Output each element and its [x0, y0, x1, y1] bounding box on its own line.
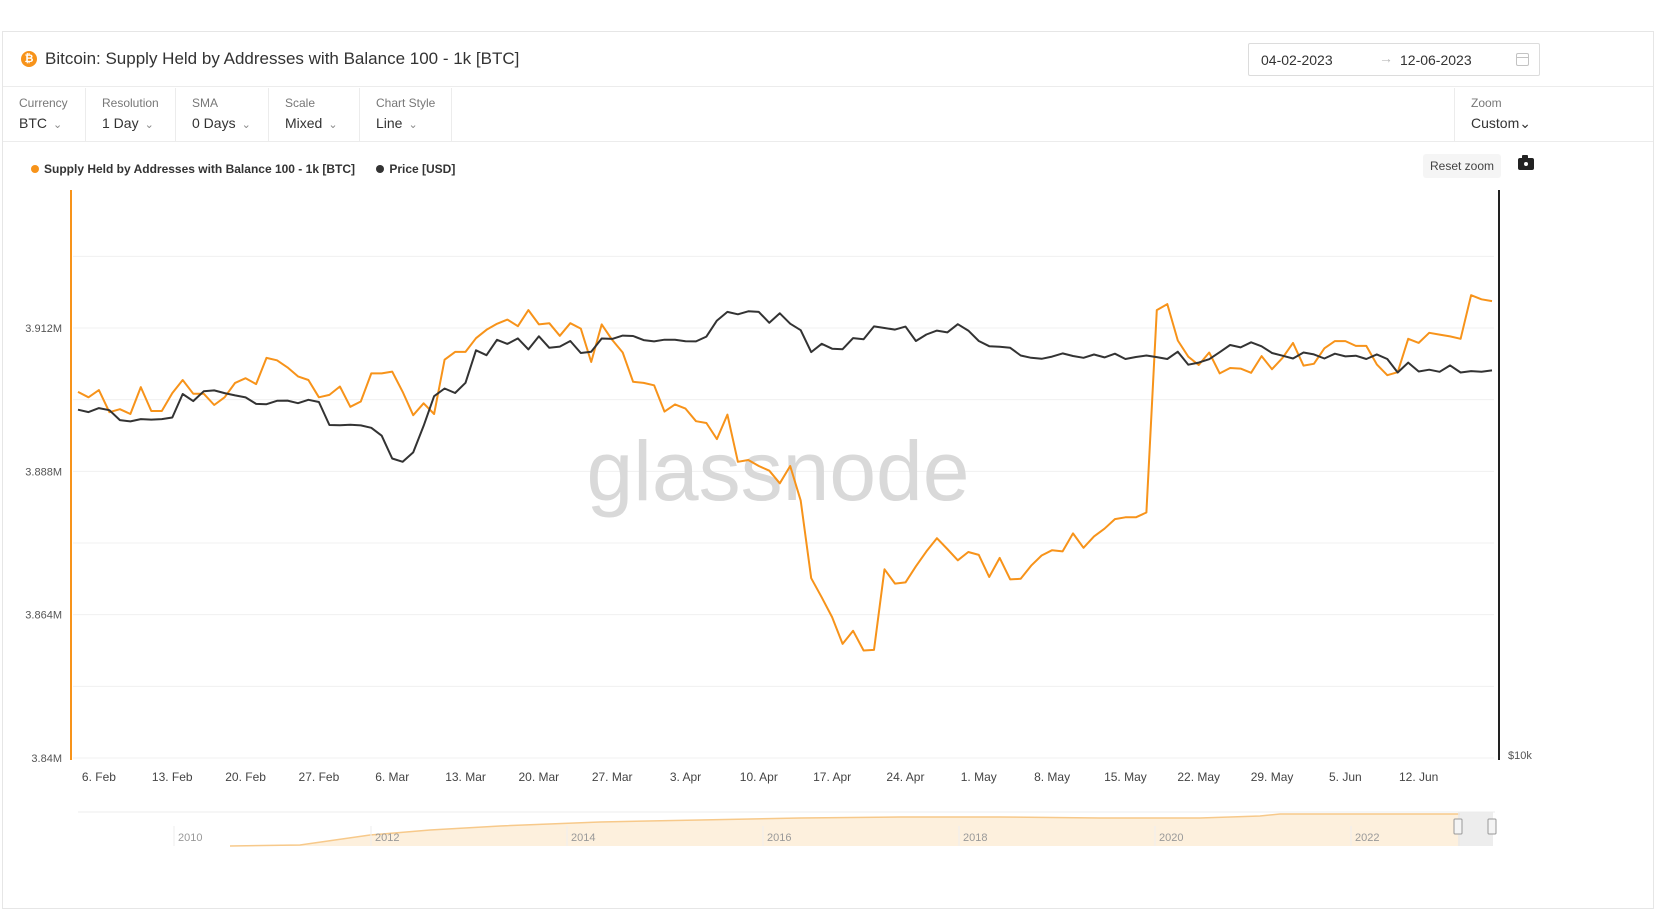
resolution-dropdown[interactable]: Resolution 1 Day ⌄	[86, 88, 176, 142]
legend-item-price[interactable]: Price [USD]	[376, 162, 455, 176]
chart-header: ₿ Bitcoin: Supply Held by Addresses with…	[3, 32, 1653, 87]
y-tick-label: 3.864M	[25, 610, 62, 622]
legend-dot-price	[376, 165, 385, 173]
x-tick-label: 29. May	[1251, 770, 1294, 784]
resolution-label: Resolution	[102, 96, 159, 110]
watermark: glassnode	[587, 424, 970, 518]
chevron-down-icon: ⌄	[241, 119, 251, 131]
date-range-picker[interactable]: 04-02-2023 → 12-06-2023	[1248, 43, 1540, 76]
navigator-selection[interactable]	[1458, 812, 1493, 846]
sma-label: SMA	[192, 96, 219, 110]
chart-style-value: Line	[376, 115, 403, 131]
x-tick-label: 24. Apr	[886, 770, 924, 784]
y-tick-label: 3.888M	[25, 466, 62, 478]
scale-label: Scale	[285, 96, 316, 110]
series-lines	[77, 294, 1493, 652]
camera-icon[interactable]	[1518, 155, 1534, 170]
scale-value: Mixed	[285, 115, 323, 131]
x-tick-label: 15. May	[1104, 770, 1147, 784]
scale-dropdown[interactable]: Scale Mixed ⌄	[269, 88, 360, 142]
sma-dropdown[interactable]: SMA 0 Days ⌄	[176, 88, 269, 142]
bitcoin-icon: ₿	[21, 51, 37, 67]
y-right-tick-label: $10k	[1508, 750, 1532, 762]
x-tick-label: 13. Feb	[152, 770, 193, 784]
sma-value: 0 Days	[192, 115, 236, 131]
reset-zoom-button[interactable]: Reset zoom	[1423, 154, 1501, 178]
x-tick-label: 3. Apr	[670, 770, 701, 784]
navigator-line	[229, 813, 1460, 847]
date-start-input[interactable]: 04-02-2023	[1261, 52, 1333, 68]
currency-label: Currency	[19, 96, 68, 110]
currency-dropdown[interactable]: Currency BTC ⌄	[3, 88, 86, 142]
legend-label-supply: Supply Held by Addresses with Balance 10…	[44, 162, 355, 176]
x-tick-label: 13. Mar	[445, 770, 486, 784]
chart-style-label: Chart Style	[376, 96, 436, 110]
resolution-value: 1 Day	[102, 115, 139, 131]
zoom-label: Zoom	[1471, 96, 1502, 110]
navigator-handle-right[interactable]	[1487, 818, 1497, 835]
chart-style-dropdown[interactable]: Chart Style Line ⌄	[360, 88, 452, 142]
legend-label-price: Price [USD]	[389, 162, 456, 176]
axis-labels: 3.912M 3.888M 3.864M 3.84M $10k 6. Feb 13. Feb…	[25, 323, 1532, 784]
currency-value: BTC	[19, 115, 47, 131]
x-tick-label: 20. Mar	[519, 770, 560, 784]
supply-series-line	[77, 294, 1493, 652]
x-tick-label: 17. Apr	[813, 770, 851, 784]
price-series-line	[77, 310, 1493, 463]
x-tick-label: 6. Mar	[375, 770, 409, 784]
chart-controls: Currency BTC ⌄ Resolution 1 Day ⌄ SMA 0 Da…	[3, 88, 1653, 142]
chevron-down-icon: ⌄	[1519, 115, 1531, 131]
x-tick-label: 22. May	[1177, 770, 1220, 784]
chart-panel: ₿ Bitcoin: Supply Held by Addresses with…	[2, 31, 1654, 909]
chart-title: Bitcoin: Supply Held by Addresses with B…	[45, 49, 520, 68]
chevron-down-icon: ⌄	[53, 119, 63, 131]
zoom-value: Custom	[1471, 115, 1520, 131]
date-range-arrow-icon: →	[1379, 50, 1393, 66]
y-tick-label: 3.84M	[31, 753, 62, 765]
x-tick-label: 27. Feb	[299, 770, 340, 784]
navigator-tick-label: 2012	[375, 832, 399, 844]
chevron-down-icon: ⌄	[328, 119, 338, 131]
chart-legend: Supply Held by Addresses with Balance 10…	[31, 162, 473, 176]
navigator-area	[230, 814, 1460, 846]
x-tick-label: 12. Jun	[1399, 770, 1438, 784]
navigator-tick-label: 2010	[178, 832, 202, 844]
axes	[70, 190, 1500, 760]
x-tick-label: 10. Apr	[740, 770, 778, 784]
date-end-input[interactable]: 12-06-2023	[1400, 52, 1472, 68]
legend-dot-supply	[31, 165, 39, 173]
x-tick-label: 1. May	[961, 770, 997, 784]
x-tick-label: 8. May	[1034, 770, 1070, 784]
x-tick-label: 5. Jun	[1329, 770, 1362, 784]
navigator-tick-label: 2016	[767, 832, 791, 844]
navigator-handle-left[interactable]	[1453, 818, 1463, 835]
navigator[interactable]: 2010 2012 2014 2016 2018 2020 2022	[78, 811, 1497, 847]
legend-item-supply[interactable]: Supply Held by Addresses with Balance 10…	[31, 162, 355, 176]
zoom-dropdown[interactable]: Zoom Custom⌄	[1454, 88, 1655, 142]
calendar-icon[interactable]	[1516, 53, 1529, 66]
navigator-tick-label: 2014	[571, 832, 595, 844]
chevron-down-icon: ⌄	[408, 119, 418, 131]
x-tick-label: 27. Mar	[592, 770, 633, 784]
navigator-tick-label: 2020	[1159, 832, 1183, 844]
navigator-tick-label: 2022	[1355, 832, 1379, 844]
x-tick-label: 6. Feb	[82, 770, 116, 784]
chevron-down-icon: ⌄	[144, 119, 154, 131]
x-tick-label: 20. Feb	[225, 770, 266, 784]
navigator-tick-label: 2018	[963, 832, 987, 844]
y-tick-label: 3.912M	[25, 323, 62, 335]
